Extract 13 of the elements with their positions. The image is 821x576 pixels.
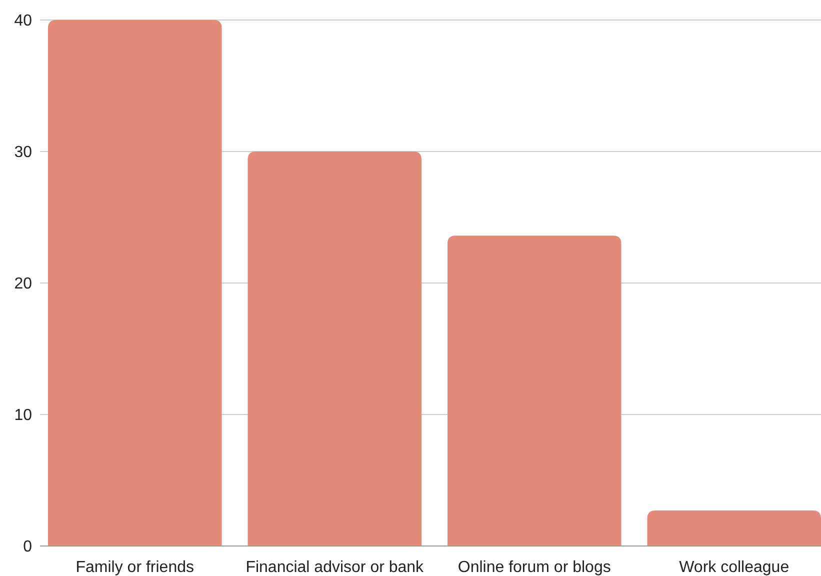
y-tick-label: 0 bbox=[23, 538, 32, 556]
x-tick-label: Financial advisor or bank bbox=[246, 559, 425, 576]
x-tick-label: Work colleague bbox=[679, 559, 790, 576]
bar bbox=[647, 510, 821, 546]
bar bbox=[248, 152, 422, 546]
bar bbox=[48, 20, 222, 546]
y-tick-label: 30 bbox=[14, 144, 32, 162]
x-tick-label: Online forum or blogs bbox=[458, 559, 611, 576]
y-tick-label: 20 bbox=[14, 276, 32, 293]
y-tick-label: 40 bbox=[14, 12, 32, 30]
y-tick-label: 10 bbox=[14, 407, 32, 424]
bar bbox=[447, 236, 622, 546]
x-tick-label: Family or friends bbox=[76, 559, 194, 576]
